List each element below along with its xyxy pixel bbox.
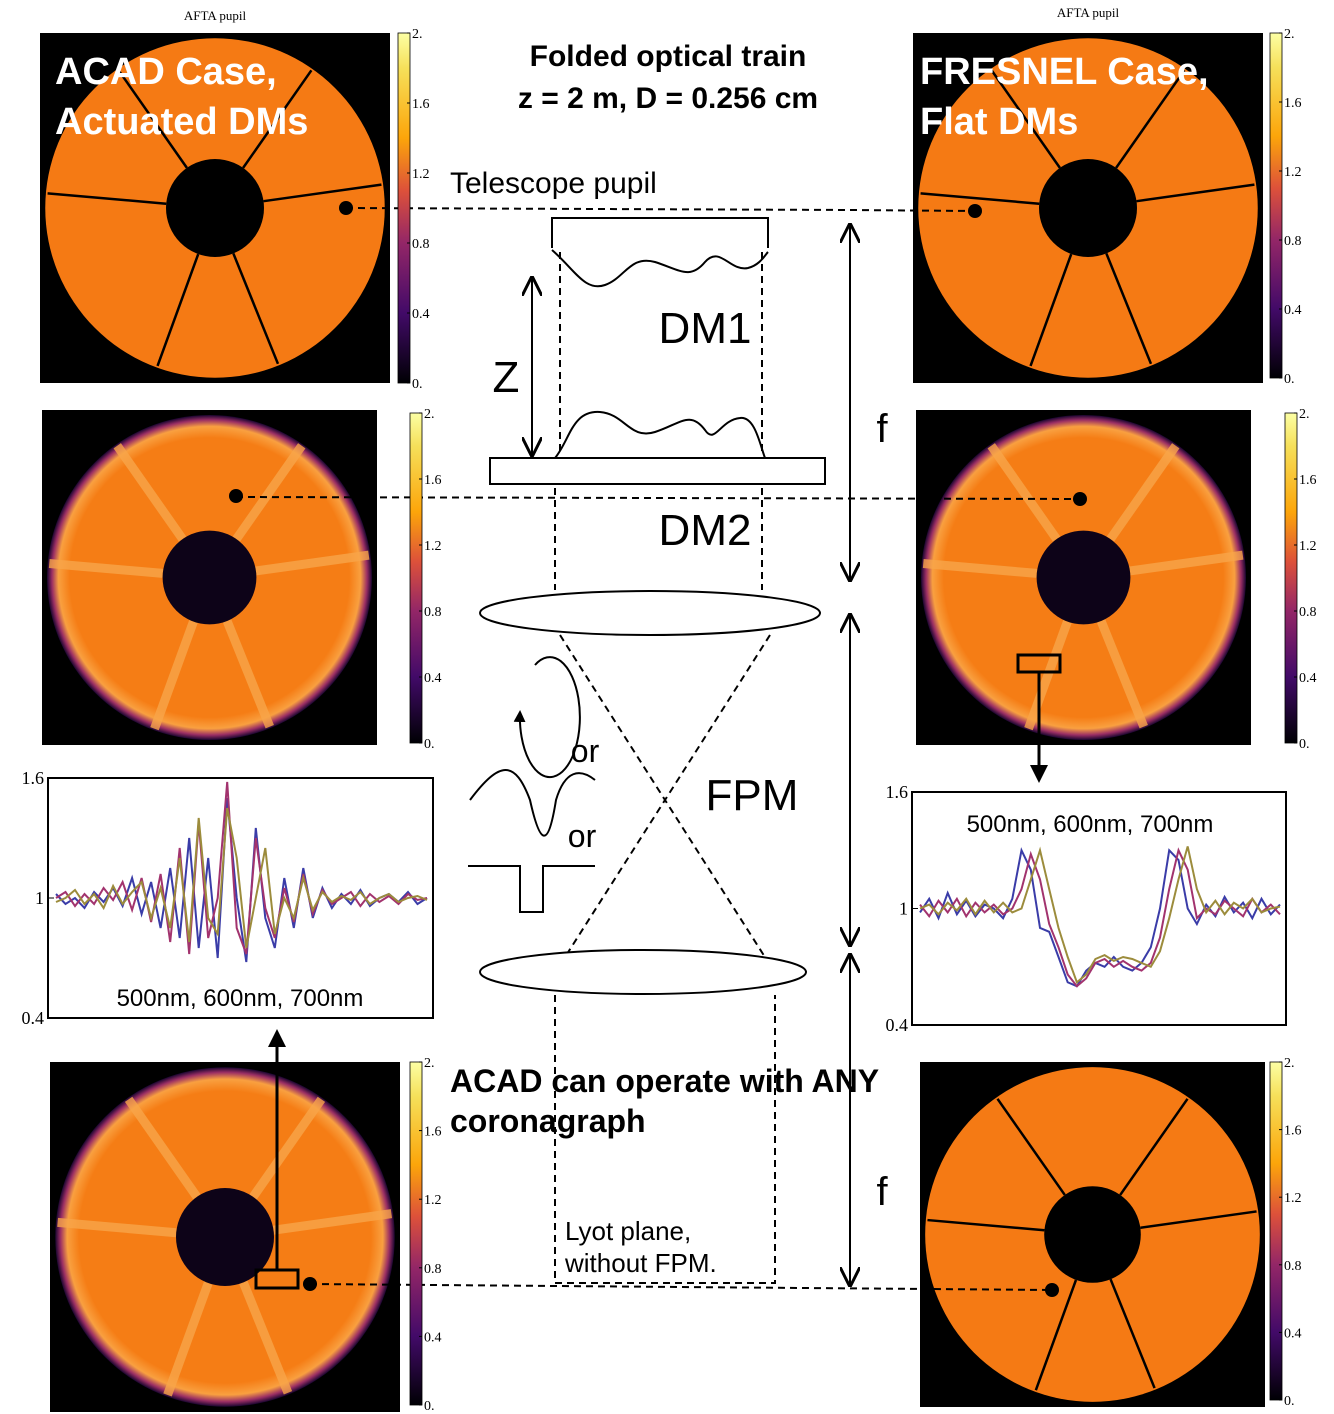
y-tick-label: 1.6	[886, 782, 909, 802]
footer: ACAD can operate with ANY	[450, 1063, 879, 1099]
header: Folded optical train	[530, 40, 807, 73]
y-tick-label: 0.4	[886, 1015, 909, 1035]
colorbar-tick-label: 0.8	[424, 605, 442, 620]
colorbar-tick-label: 2.	[424, 1056, 435, 1071]
colorbar-tick-label: 0.4	[424, 671, 442, 686]
colorbar	[1285, 413, 1297, 743]
plot-caption: 500nm, 600nm, 700nm	[967, 811, 1214, 838]
colorbar-tick-label: 2.	[1284, 1056, 1295, 1071]
case-label: Actuated DMs	[55, 101, 308, 143]
label: without FPM.	[564, 1248, 717, 1278]
colorbar-tick-label: 0.	[1299, 737, 1310, 752]
pupil-obscuration	[163, 531, 257, 625]
label: Lyot plane,	[565, 1216, 691, 1246]
plot-caption: 500nm, 600nm, 700nm	[117, 985, 364, 1012]
colorbar-tick-label: 0.8	[1284, 1259, 1302, 1274]
colorbar-tick-label: 0.8	[1284, 234, 1302, 249]
colorbar-tick-label: 1.2	[424, 1193, 442, 1208]
y-tick-label: 1.6	[22, 768, 45, 788]
label: Z	[493, 353, 520, 402]
colorbar	[410, 413, 422, 743]
colorbar-tick-label: 1.6	[424, 473, 442, 488]
colorbar-tick-label: 2.	[1284, 27, 1295, 42]
y-tick-label: 1	[899, 899, 908, 919]
y-tick-label: 1	[35, 888, 44, 908]
colorbar-tick-label: 1.2	[1299, 539, 1317, 554]
pupil-obscuration	[1037, 531, 1131, 625]
colorbar-tick-label: 2.	[424, 407, 435, 422]
colorbar-tick-label: 1.2	[1284, 1191, 1302, 1206]
panel-title: AFTA pupil	[1057, 5, 1120, 20]
colorbar-tick-label: 2.	[1299, 407, 1310, 422]
colorbar-tick-label: 0.	[424, 737, 435, 752]
footer: coronagraph	[450, 1103, 646, 1139]
colorbar-tick-label: 0.8	[1299, 605, 1317, 620]
colorbar-tick-label: 1.2	[412, 167, 430, 182]
pupil-obscuration	[1044, 1186, 1141, 1283]
colorbar-tick-label: 0.8	[424, 1262, 442, 1277]
colorbar	[398, 33, 410, 383]
colorbar-tick-label: 1.6	[424, 1125, 442, 1140]
colorbar-tick-label: 1.6	[1299, 473, 1317, 488]
colorbar-tick-label: 0.4	[412, 307, 430, 322]
colorbar-tick-label: 1.6	[1284, 1124, 1302, 1139]
colorbar-tick-label: 1.2	[1284, 165, 1302, 180]
colorbar-tick-label: 0.8	[412, 237, 430, 252]
colorbar-tick-label: 0.	[412, 377, 423, 392]
colorbar-tick-label: 0.	[424, 1399, 435, 1414]
pupil-images	[40, 33, 1265, 1412]
colorbar-tick-label: 0.4	[424, 1330, 442, 1345]
label: or	[568, 818, 597, 854]
case-label: FRESNEL Case,	[920, 51, 1209, 93]
pupil-obscuration	[1039, 159, 1137, 257]
case-label: ACAD Case,	[55, 51, 277, 93]
label: f	[876, 1170, 888, 1214]
colorbar-tick-label: 1.2	[424, 539, 442, 554]
pupil-obscuration	[166, 159, 264, 257]
colorbar	[1270, 33, 1282, 378]
label: Telescope pupil	[450, 167, 657, 200]
colorbar-tick-label: 0.4	[1284, 303, 1302, 318]
label: DM2	[659, 506, 752, 555]
label: DM1	[659, 304, 752, 353]
label: or	[571, 733, 600, 769]
colorbar-tick-label: 0.	[1284, 372, 1295, 387]
colorbar-tick-label: 1.6	[1284, 96, 1302, 111]
colorbar	[1270, 1062, 1282, 1400]
colorbar-tick-label: 1.6	[412, 97, 430, 112]
colorbar-tick-label: 0.	[1284, 1394, 1295, 1409]
case-label: Flat DMs	[920, 101, 1078, 143]
header: z = 2 m, D = 0.256 cm	[518, 82, 818, 115]
colorbar	[410, 1062, 422, 1405]
colorbar-tick-label: 0.4	[1299, 671, 1317, 686]
colorbar-tick-label: 2.	[412, 27, 423, 42]
label: FPM	[706, 771, 799, 820]
y-tick-label: 0.4	[22, 1008, 45, 1028]
colorbar-tick-label: 0.4	[1284, 1326, 1302, 1341]
label: f	[876, 407, 888, 451]
panel-title: AFTA pupil	[184, 8, 247, 23]
figure: AFTA pupil AFTA pupil ACAD Case, Actuate…	[0, 0, 1334, 1414]
